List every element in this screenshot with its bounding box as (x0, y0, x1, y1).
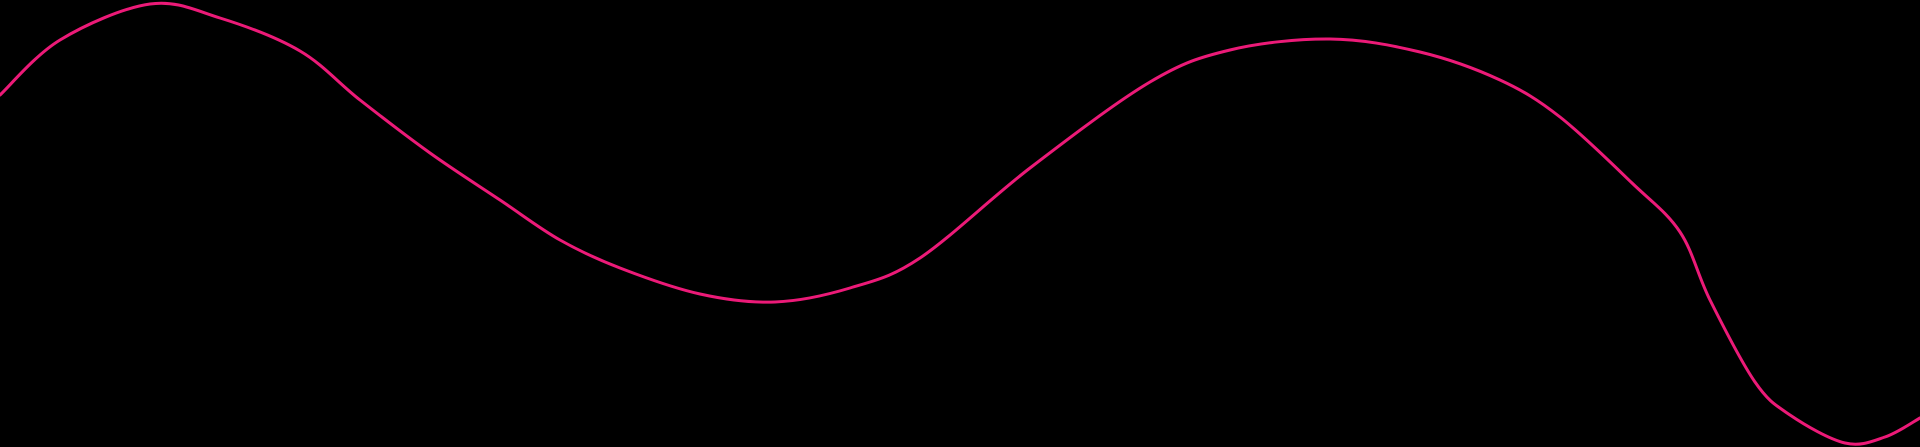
wave-curve-svg (0, 0, 1920, 447)
wave-curve (0, 1, 1920, 446)
background-rect (0, 0, 1920, 447)
canvas-background (0, 0, 1920, 447)
